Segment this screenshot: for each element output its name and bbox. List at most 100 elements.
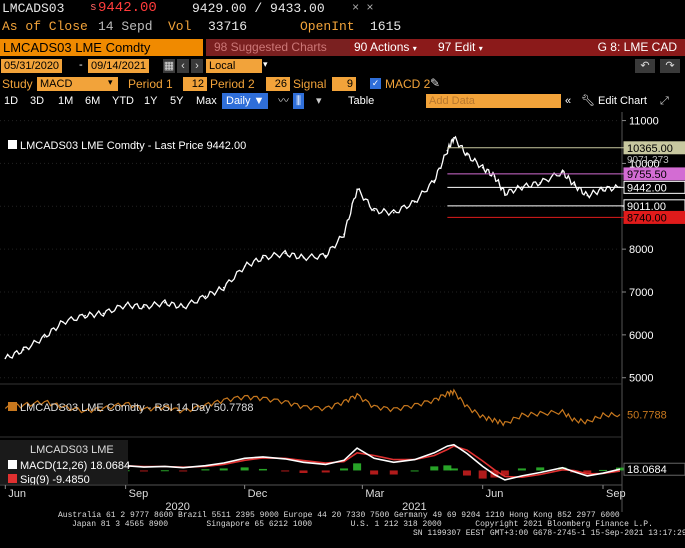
rsi-legend: LMCADS03 LME Comdty - RSI 14 Day 50.7788: [8, 402, 254, 414]
y-tick-label: 5000: [629, 373, 653, 385]
price-point: [466, 154, 468, 156]
study-label: Study: [2, 77, 33, 91]
price-series: [4, 135, 621, 360]
macd-legend-title: LMCADS03 LME: [30, 444, 114, 456]
end-date-field[interactable]: 09/14/2021: [88, 59, 150, 73]
edit-chart-button[interactable]: 🔧︎ Edit Chart: [581, 93, 647, 109]
frequency-select[interactable]: Daily ▼: [222, 93, 269, 109]
price-point: [102, 312, 105, 315]
price-point: [356, 188, 358, 190]
currency-select[interactable]: Local CCY: [206, 59, 262, 86]
price-legend-label: LMCADS03 LME Comdty - Last Price 9442.00: [20, 140, 246, 152]
price-tag-label: 10365.00: [627, 143, 673, 155]
period-button-max[interactable]: Max: [196, 95, 217, 107]
as-of-label: As of Close: [2, 19, 88, 34]
suggested-charts-button[interactable]: 98 Suggested Charts: [206, 39, 354, 56]
chart-panel[interactable]: 500060007000800090001000011000 10365.009…: [0, 112, 685, 548]
vol-label: Vol: [168, 19, 192, 34]
macd-hist-bar: [160, 470, 169, 472]
bid-ask: 9429.00 / 9433.00: [192, 1, 325, 16]
price-point: [373, 209, 375, 212]
period-button-1d[interactable]: 1D: [4, 95, 19, 107]
macd-hist-bar: [536, 467, 545, 471]
rsi-legend-swatch: [8, 402, 17, 411]
price-point: [124, 304, 127, 306]
period1-field[interactable]: 12: [183, 77, 207, 91]
pencil-icon[interactable]: ✎: [430, 76, 441, 90]
function-toolbar: LMCADS03 LME Comdty 98 Suggested Charts …: [0, 38, 685, 57]
price-point: [539, 181, 542, 184]
period-button-3d[interactable]: 3D: [30, 95, 45, 107]
period-button-5y[interactable]: 5Y: [170, 95, 184, 107]
bid-ask-x: × ×: [352, 1, 374, 15]
price-point: [343, 233, 345, 235]
study-select[interactable]: MACD: [37, 77, 118, 91]
macd-hist-bar: [321, 470, 330, 473]
vol-value: 33716: [208, 19, 248, 34]
undo-icon[interactable]: ↶: [635, 59, 655, 73]
macd-hist-bar: [179, 470, 188, 472]
macd-label: MACD(12,26) 18.0684: [20, 460, 130, 472]
macd2-checkbox[interactable]: ✓: [370, 78, 381, 89]
edit-chart-label: Edit Chart: [598, 95, 647, 107]
chevron-down-icon: ▾: [478, 44, 483, 53]
actions-label: 90 Actions: [354, 40, 410, 54]
calendar-icon[interactable]: ▦: [163, 59, 175, 73]
sig-swatch: [8, 474, 17, 483]
table-button[interactable]: Table: [348, 95, 375, 107]
macd-tag-label: 18.0684: [627, 464, 667, 476]
line-chart-icon[interactable]: 〰: [278, 95, 289, 107]
macd-hist-bar: [219, 468, 228, 471]
price-point: [413, 201, 416, 203]
price-point: [586, 194, 589, 197]
price-legend: LMCADS03 LME Comdty - Last Price 9442.00: [8, 140, 246, 152]
period-button-1y[interactable]: 1Y: [144, 95, 158, 107]
collapse-icon[interactable]: «: [565, 95, 572, 107]
price-point: [22, 349, 25, 351]
price-prefix: s: [90, 2, 97, 14]
macd-hist-bar: [299, 470, 308, 473]
redo-icon[interactable]: ↷: [660, 59, 680, 73]
edit-menu[interactable]: 97 Edit ▾: [434, 39, 498, 56]
security-name[interactable]: LMCADS03 LME Comdty: [0, 39, 203, 56]
next-arrow-icon[interactable]: ›: [191, 59, 203, 73]
price-point: [433, 179, 436, 182]
macd-hist-bar: [258, 468, 267, 471]
date-dash: -: [79, 59, 83, 71]
edit-label: 97 Edit: [438, 40, 476, 54]
x-year-label: 2021: [402, 501, 426, 513]
date-range-bar: 05/31/2020 - 09/14/2021 ▦ ‹ › Local CCY …: [0, 58, 685, 86]
macd-hist-bar: [340, 468, 349, 471]
y-tick-label: 7000: [629, 287, 653, 299]
price-tag-box: [623, 167, 685, 181]
y-tick-label: 6000: [629, 330, 653, 342]
period-button-ytd[interactable]: YTD: [112, 95, 134, 107]
wrench-icon: 🔧︎: [581, 95, 595, 107]
macd-hist-bar: [462, 470, 471, 476]
add-data-input[interactable]: Add Data: [426, 94, 561, 108]
signal-label: Signal: [293, 77, 327, 91]
macd-hist-bar: [598, 469, 607, 471]
period-button-1m[interactable]: 1M: [58, 95, 74, 107]
period-button-6m[interactable]: 6M: [85, 95, 101, 107]
openint-label: OpenInt: [300, 19, 355, 34]
price-line: [4, 135, 620, 359]
expand-icon[interactable]: ⤢: [660, 95, 669, 107]
x-tick-label: Sep: [606, 488, 626, 500]
price-point: [182, 306, 184, 308]
start-date-field[interactable]: 05/31/2020: [1, 59, 63, 73]
macd-hist-bar: [616, 467, 624, 471]
price-point: [561, 171, 564, 173]
x-tick-label: Jun: [8, 488, 26, 500]
prev-arrow-icon[interactable]: ‹: [177, 59, 189, 73]
price-point: [302, 256, 305, 259]
macd-hist-bar: [443, 465, 452, 471]
chevron-down-icon[interactable]: ▾: [316, 95, 322, 107]
candle-chart-icon[interactable]: ⫼: [293, 93, 305, 109]
rsi-panel: 50.7788: [4, 388, 685, 427]
macd-legend: LMCADS03 LME MACD(12,26) 18.0684 Sig(9) …: [0, 440, 130, 486]
actions-menu[interactable]: 90 Actions ▾: [350, 39, 434, 56]
signal-field[interactable]: 9: [332, 77, 356, 91]
period2-field[interactable]: 26: [266, 77, 290, 91]
price-tag-label: 9755.50: [627, 169, 667, 181]
